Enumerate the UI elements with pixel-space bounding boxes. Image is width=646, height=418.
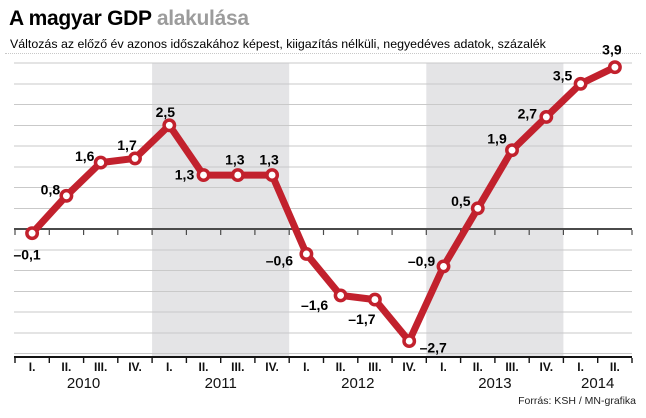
x-axis-quarter-label: I.	[166, 360, 173, 374]
data-point	[333, 288, 348, 303]
chart-title-black: A magyar GDP	[9, 7, 152, 30]
value-label: 3,9	[602, 42, 622, 58]
value-label: –0,6	[266, 252, 293, 268]
data-point	[367, 292, 382, 307]
chart-title: A magyar GDP alakulása	[9, 7, 249, 31]
value-label: –2,7	[420, 340, 447, 356]
value-label: 2,7	[518, 105, 538, 121]
x-axis-quarter-label: II.	[198, 360, 208, 374]
value-label: –1,7	[348, 311, 375, 327]
value-label: 1,6	[75, 148, 95, 164]
value-label: 1,3	[225, 152, 245, 168]
x-axis-quarter-label: IV.	[540, 360, 554, 374]
x-axis-quarter-label: III.	[368, 360, 381, 374]
data-point	[607, 60, 622, 75]
shaded-year-band	[152, 63, 290, 357]
x-axis-year-label: 2014	[581, 375, 614, 392]
value-label: 1,9	[487, 131, 507, 147]
value-label: –1,6	[301, 297, 328, 313]
x-axis-quarter-label: I.	[577, 360, 584, 374]
chart-title-gray: alakulása	[156, 7, 249, 30]
data-point	[402, 334, 417, 349]
value-label: 1,3	[259, 152, 279, 168]
x-axis-year-label: 2013	[478, 375, 511, 392]
data-point	[265, 168, 280, 183]
x-axis-quarter-label: II.	[473, 360, 483, 374]
value-label: 2,5	[156, 104, 176, 120]
value-label: –0,9	[408, 253, 435, 269]
value-label: 1,3	[175, 167, 195, 183]
x-axis-quarter-label: III.	[94, 360, 107, 374]
value-label: –0,1	[13, 247, 40, 263]
data-point	[162, 118, 177, 133]
value-label: 3,5	[553, 67, 573, 83]
data-point	[59, 188, 74, 203]
dotted-divider	[5, 53, 641, 54]
x-axis-quarter-label: III.	[505, 360, 518, 374]
value-label: 1,7	[117, 137, 137, 153]
data-point	[196, 168, 211, 183]
data-point	[128, 151, 142, 166]
shaded-year-band	[426, 63, 564, 357]
x-axis-quarter-label: I.	[440, 360, 447, 374]
x-axis-quarter-label: I.	[29, 360, 36, 374]
x-axis-year-label: 2011	[205, 375, 237, 392]
data-point	[25, 226, 40, 241]
data-point	[539, 109, 554, 124]
x-axis-quarter-label: II.	[610, 360, 620, 374]
x-axis-quarter-label: IV.	[265, 360, 279, 374]
data-point	[230, 168, 245, 183]
x-axis-year-label: 2012	[341, 375, 374, 392]
value-label: 0,5	[451, 193, 471, 209]
x-axis-quarter-label: I.	[303, 360, 310, 374]
value-label: 0,8	[41, 181, 61, 197]
x-axis-quarter-label: IV.	[402, 360, 416, 374]
data-point	[93, 155, 108, 170]
x-axis-quarter-label: III.	[231, 360, 244, 374]
x-axis-year-label: 2010	[67, 375, 100, 392]
data-point	[573, 76, 588, 91]
data-point	[470, 201, 485, 216]
chart-subtitle: Változás az előző év azonos időszakához …	[10, 37, 546, 51]
source-credit: Forrás: KSH / MN-grafika	[518, 395, 636, 407]
x-axis-quarter-label: II.	[336, 360, 346, 374]
data-point	[436, 259, 451, 274]
x-axis-quarter-label: II.	[61, 360, 71, 374]
data-point	[505, 143, 519, 158]
data-point	[299, 246, 314, 261]
x-axis-quarter-label: IV.	[128, 360, 142, 374]
